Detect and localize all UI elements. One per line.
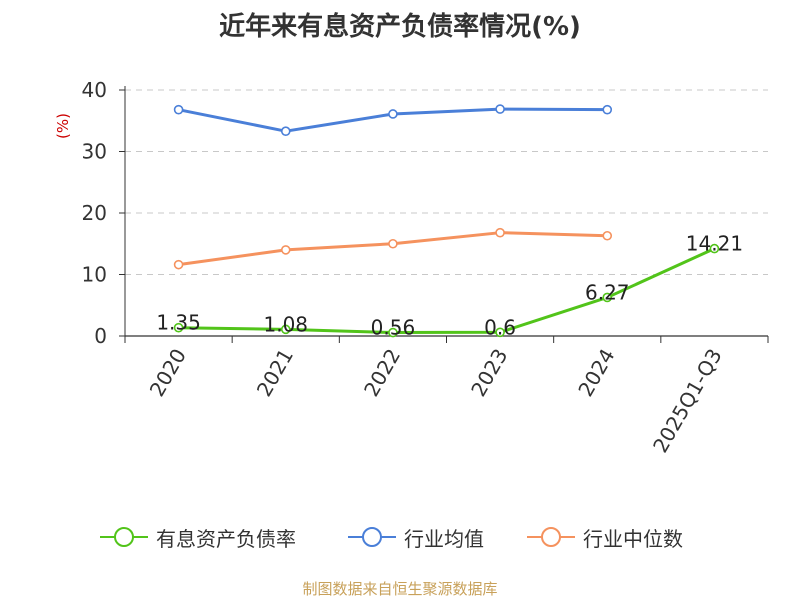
axes: 0 10 20 30 40 (%) 2020 2021 2022 2023 2024 2025Q1-Q… <box>54 78 769 457</box>
data-point <box>280 126 291 137</box>
data-label: 6.27 <box>585 280 630 304</box>
series-lines <box>173 104 720 338</box>
x-tick-label: 2022 <box>359 345 405 401</box>
data-label: 1.35 <box>156 311 201 335</box>
y-tick-label: 40 <box>82 78 107 102</box>
data-point <box>602 104 613 115</box>
x-tick-label: 2020 <box>145 345 191 401</box>
data-point <box>495 104 505 114</box>
data-point <box>173 322 184 333</box>
legend-item[interactable]: 有息资产负债率 <box>98 522 296 552</box>
legend: 有息资产负债率 行业均值 行业中位数 <box>0 522 800 552</box>
data-labels: 1.35 1.08 0.56 0.6 6.27 14.21 <box>156 232 743 340</box>
y-axis-label: (%) <box>54 113 72 139</box>
legend-label: 有息资产负债率 <box>156 526 296 551</box>
data-label: 1.08 <box>263 312 308 336</box>
data-point <box>709 243 720 254</box>
data-point <box>388 327 398 338</box>
data-label: 14.21 <box>686 232 743 256</box>
source-note: 制图数据来自恒生聚源数据库 <box>302 580 498 598</box>
y-tick-label: 20 <box>82 201 107 225</box>
x-tick-label: 2024 <box>573 345 619 401</box>
y-tick-label: 0 <box>94 324 107 348</box>
legend-item[interactable]: 行业中位数 <box>525 522 683 552</box>
data-point <box>602 230 613 241</box>
data-point <box>495 227 505 238</box>
legend-marker-icon <box>527 527 575 547</box>
y-tick-label: 10 <box>82 263 107 287</box>
series-line <box>178 231 608 267</box>
data-label: 0.6 <box>484 315 516 339</box>
legend-circle <box>541 527 561 547</box>
data-point <box>280 324 291 335</box>
legend-label: 行业均值 <box>404 526 484 551</box>
x-tick-label: 2025Q1-Q3 <box>648 345 727 457</box>
x-tick-label: 2023 <box>466 345 512 401</box>
data-point <box>388 238 398 249</box>
legend-circle <box>114 527 134 547</box>
data-label: 0.56 <box>371 316 416 340</box>
series-line <box>178 247 716 335</box>
chart-title: 近年来有息资产负债率情况(%) <box>219 12 581 42</box>
data-point <box>173 259 184 270</box>
data-point <box>280 245 291 255</box>
data-point <box>388 109 398 119</box>
legend-item[interactable]: 行业均值 <box>346 522 484 552</box>
legend-marker-icon <box>100 527 148 547</box>
x-tick-label: 2021 <box>252 345 298 401</box>
data-point <box>602 292 613 303</box>
data-point <box>173 104 184 115</box>
data-point <box>495 327 505 338</box>
grid-lines <box>125 89 768 275</box>
legend-label: 行业中位数 <box>583 526 683 551</box>
legend-marker-icon <box>348 527 396 547</box>
legend-circle <box>362 527 382 547</box>
y-tick-label: 30 <box>82 140 107 164</box>
